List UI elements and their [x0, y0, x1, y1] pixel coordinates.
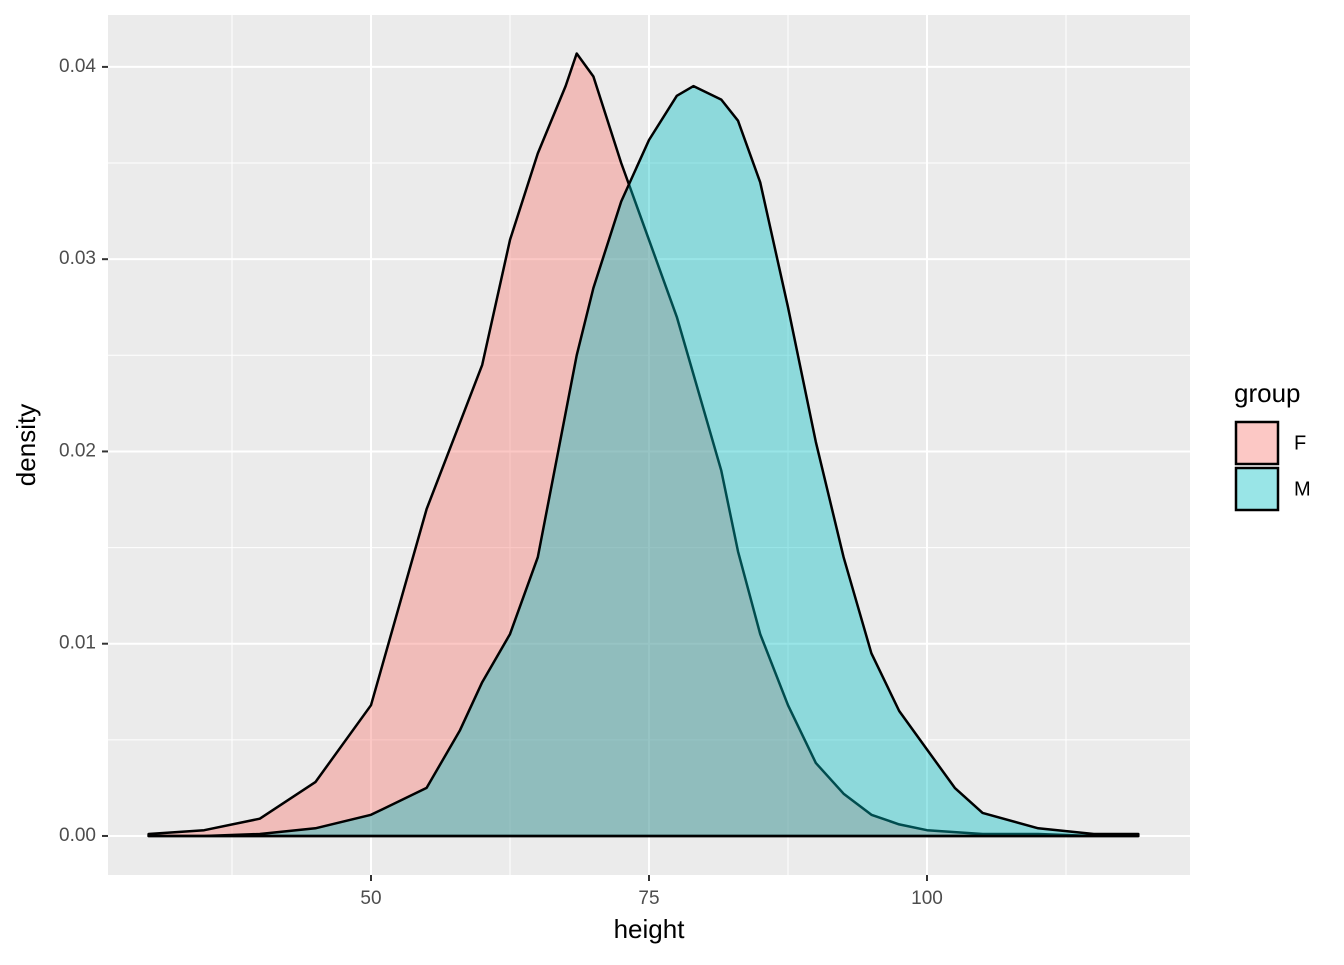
legend-label: F	[1294, 432, 1306, 454]
density-area	[147, 52, 1140, 838]
legend-key	[1234, 420, 1280, 466]
legend-label: M	[1294, 478, 1311, 500]
legend-title: group	[1234, 378, 1301, 408]
x-tick-label: 50	[360, 888, 381, 909]
axes: 50 75 100 0.00 0.01 0.02 0.03 0.04	[59, 56, 943, 909]
y-tick-label: 0.01	[59, 633, 96, 654]
y-tick-label: 0.02	[59, 440, 96, 461]
density-area	[147, 84, 1140, 838]
legend: FM	[1234, 420, 1311, 512]
grid	[108, 15, 1190, 875]
y-tick-label: 0.00	[59, 825, 96, 846]
areas	[147, 52, 1140, 838]
y-tick-label: 0.03	[59, 248, 96, 269]
y-axis-title: density	[11, 404, 41, 486]
legend-key	[1234, 466, 1280, 512]
x-tick-label: 75	[638, 888, 659, 909]
x-axis-title: height	[614, 914, 686, 944]
y-tick-label: 0.04	[59, 56, 96, 77]
x-tick-label: 100	[911, 888, 943, 909]
